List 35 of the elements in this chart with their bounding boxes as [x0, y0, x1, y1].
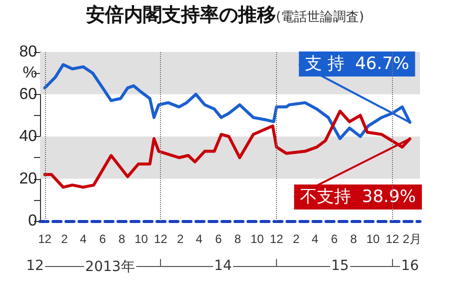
x-tick-label: 2月	[402, 232, 422, 246]
x-tick-label: 6	[330, 232, 338, 246]
text: 14	[213, 258, 233, 274]
text: 15	[330, 258, 350, 274]
y-tick-label: 80	[19, 44, 38, 60]
x-tick-label: 10	[250, 232, 264, 246]
y-tick-label: 60	[19, 86, 38, 103]
text: 支 持 46.7%	[304, 54, 410, 74]
x-tick-label: 4	[196, 232, 203, 246]
text: 不支持 38.9%	[300, 187, 416, 207]
y-tick-label: 40	[19, 128, 38, 145]
x-tick-label: 6	[99, 232, 106, 246]
text: 12	[25, 258, 45, 274]
x-tick-label: 10	[134, 232, 148, 246]
y-tick-label: 0	[28, 212, 38, 230]
x-tick-label: 8	[350, 232, 358, 246]
x-tick-label: 10	[366, 232, 380, 246]
x-tick-label: 12	[386, 232, 400, 246]
x-tick-label: 12	[270, 232, 284, 246]
x-tick-label: 12	[154, 232, 168, 246]
x-tick-label: 2	[292, 232, 300, 246]
text: 16	[400, 258, 420, 274]
chart-subtitle: (電話世論調査)	[276, 10, 364, 25]
x-tick-label: 4	[80, 232, 87, 246]
x-tick-label: 8	[234, 232, 242, 246]
x-tick-label: 8	[118, 232, 126, 246]
x-tick-label: 12	[38, 232, 52, 246]
chart-title: 安倍内閣支持率の推移	[86, 4, 276, 26]
y-tick-label: 20	[19, 170, 38, 188]
x-tick-label: 2	[176, 232, 184, 246]
x-tick-label: 2	[61, 232, 68, 246]
text: 2013年	[84, 258, 136, 276]
x-tick-label: 4	[312, 232, 319, 246]
y-tick-label: %	[22, 64, 37, 82]
x-tick-label: 6	[215, 232, 222, 246]
